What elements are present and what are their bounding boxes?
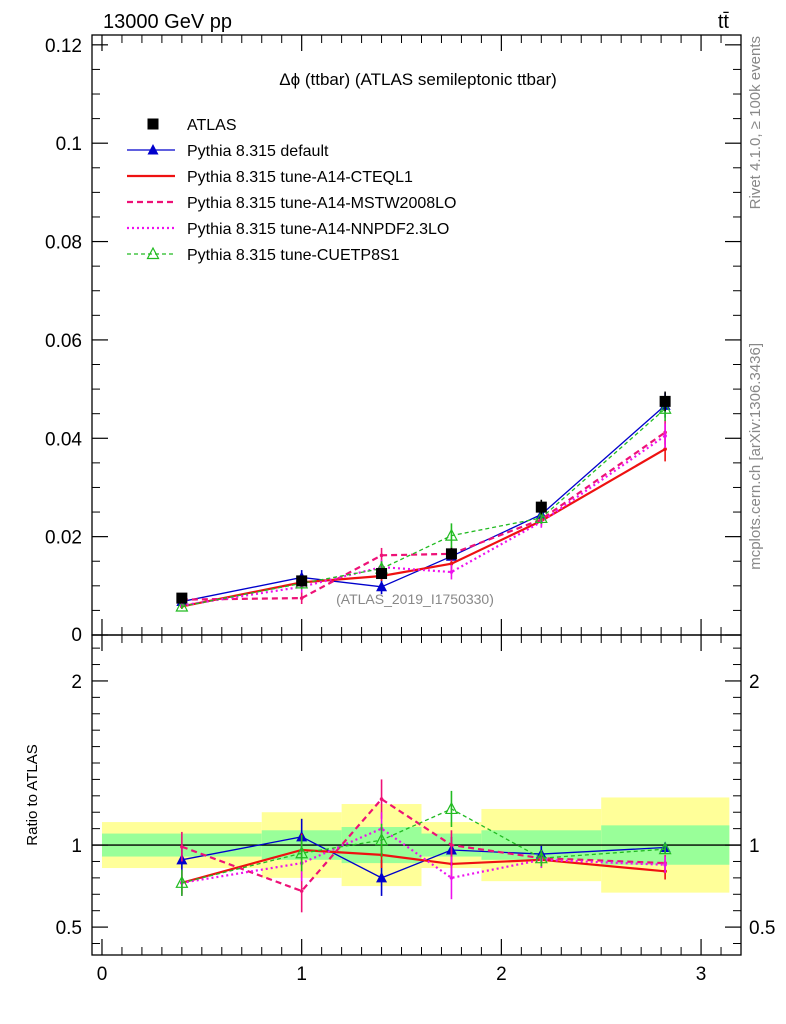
point-A14-CTEQL1 — [449, 561, 454, 566]
rivet-label: Rivet 4.1.0, ≥ 100k events — [747, 36, 764, 209]
process-label: tt̄ — [718, 11, 730, 33]
ratio-y-label: Ratio to ATLAS — [24, 744, 41, 845]
y-tick-label: 0.12 — [45, 36, 82, 57]
ratio-series — [175, 779, 672, 913]
point-A14-NNPDF2.3LO — [449, 570, 454, 574]
ratio-point-A14-MSTW2008LO — [449, 843, 454, 847]
ratio-point-A14-NNPDF2.3LO — [663, 862, 667, 867]
ratio-tick-label: 1 — [71, 836, 82, 857]
x-tick-label: 1 — [296, 964, 307, 985]
ratio-point-A14-MSTW2008LO — [180, 844, 184, 849]
series-line-A14-NNPDF2.3LO — [181, 434, 666, 607]
point-A14-MSTW2008LO — [379, 553, 384, 558]
point-ATLAS — [296, 575, 308, 587]
ratio-tick-label-right: 0.5 — [749, 918, 775, 939]
point-CUETP8S1 — [175, 599, 189, 612]
series-line-A14-CTEQL1 — [181, 448, 666, 608]
ratio-point-default — [376, 871, 388, 883]
x-tick-label: 2 — [496, 964, 507, 985]
ratio-tick-label-right: 1 — [749, 836, 760, 857]
energy-label: 13000 GeV pp — [103, 11, 232, 33]
point-CUETP8S1 — [658, 401, 672, 414]
legend-label-ATLAS: ATLAS — [187, 117, 237, 134]
y-tick-label: 0 — [71, 625, 82, 646]
ratio-point-A14-MSTW2008LO — [299, 889, 304, 893]
ratio-plot-frame — [91, 634, 742, 956]
ratio-point-A14-NNPDF2.3LO — [449, 876, 454, 880]
ratio-tick-label: 2 — [71, 672, 82, 693]
series-line-default — [181, 404, 666, 603]
legend-marker-CUETP8S1 — [146, 246, 160, 260]
legend-label-default: Pythia 8.315 default — [187, 143, 329, 160]
analysis-label: (ATLAS_2019_I1750330) — [336, 591, 494, 607]
y-tick-label: 0.06 — [45, 331, 82, 352]
ratio-point-CUETP8S1 — [175, 875, 189, 888]
y-tick-label: 0.04 — [45, 429, 82, 450]
legend-label-A14-CTEQL1: Pythia 8.315 tune-A14-CTEQL1 — [187, 169, 413, 186]
ratio-point-CUETP8S1 — [375, 832, 389, 846]
ratio-point-A14-MSTW2008LO — [379, 797, 384, 801]
legend-label-CUETP8S1: Pythia 8.315 tune-CUETP8S1 — [187, 247, 400, 264]
axes: 0 0.02 0.04 0.06 0.08 0.1 0.12 0.5 0.5 1 1 2 2 0 1 2 3 — [45, 35, 775, 985]
legend-label-A14-MSTW2008LO: Pythia 8.315 tune-A14-MSTW2008LO — [187, 195, 456, 212]
ratio-point-CUETP8S1 — [295, 845, 309, 859]
y-tick-label: 0.08 — [45, 233, 82, 254]
point-ATLAS — [376, 568, 388, 580]
point-default — [376, 580, 388, 592]
ratio-line-A14-MSTW2008LO — [181, 797, 666, 893]
point-CUETP8S1 — [534, 510, 548, 524]
plot-title: Δϕ (ttbar) (ATLAS semileptonic ttbar) — [279, 70, 557, 89]
point-ATLAS — [659, 395, 671, 407]
point-ATLAS — [445, 548, 457, 560]
series-line-A14-MSTW2008LO — [181, 431, 666, 601]
y-tick-label: 0.02 — [45, 528, 82, 549]
mcplots-label: mcplots.cern.ch [arXiv:1306.3436] — [747, 343, 764, 570]
ratio-tick-label-right: 2 — [749, 672, 760, 693]
x-tick-label: 0 — [97, 964, 108, 985]
ratio-point-CUETP8S1 — [534, 850, 548, 864]
ratio-line-A14-NNPDF2.3LO — [181, 827, 666, 884]
main-series — [175, 391, 672, 612]
point-ATLAS — [176, 592, 188, 604]
point-A14-NNPDF2.3LO — [663, 434, 667, 438]
point-A14-CTEQL1 — [663, 447, 667, 451]
x-tick-label: 3 — [696, 964, 707, 985]
y-tick-label: 0.1 — [56, 134, 82, 155]
legend: ATLAS Pythia 8.315 default Pythia 8.315 tu… — [127, 117, 456, 264]
point-CUETP8S1 — [444, 528, 458, 541]
point-A14-MSTW2008LO — [299, 596, 304, 600]
ratio-line-default — [181, 836, 666, 879]
legend-marker-ATLAS — [147, 118, 159, 130]
legend-marker-default — [147, 144, 159, 155]
ratio-point-CUETP8S1 — [444, 801, 458, 815]
point-ATLAS — [535, 501, 547, 513]
ratio-point-CUETP8S1 — [658, 841, 672, 855]
ratio-tick-label: 0.5 — [56, 918, 82, 939]
legend-label-A14-NNPDF2.3LO: Pythia 8.315 tune-A14-NNPDF2.3LO — [187, 221, 449, 238]
series-line-CUETP8S1 — [181, 408, 666, 608]
